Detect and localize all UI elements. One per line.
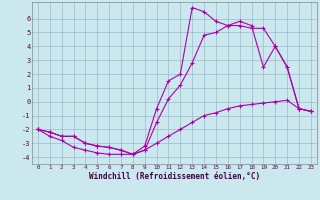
X-axis label: Windchill (Refroidissement éolien,°C): Windchill (Refroidissement éolien,°C) bbox=[89, 172, 260, 181]
